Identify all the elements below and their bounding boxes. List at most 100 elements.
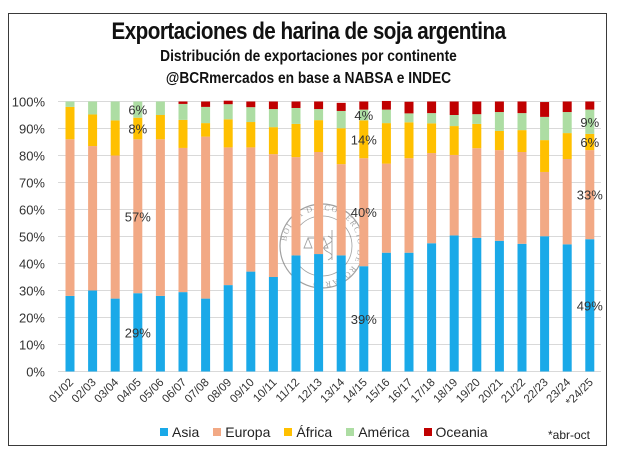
bar-segment-oceania xyxy=(494,101,504,113)
bar-segment-oceania xyxy=(359,101,369,110)
footnote: *abr-oct xyxy=(548,428,591,442)
y-tick-label: 10% xyxy=(19,338,45,353)
y-tick-label: 50% xyxy=(19,230,45,245)
bar-segment-asia xyxy=(155,295,165,372)
bar-segment-oceania xyxy=(517,101,527,114)
y-tick-label: 0% xyxy=(26,365,45,380)
bar-segment-africa xyxy=(201,123,211,137)
x-tick-label: 14/15 xyxy=(341,377,370,406)
x-tick-label: 19/20 xyxy=(454,377,483,406)
bar-segment-oceania xyxy=(291,101,301,108)
gridlines xyxy=(58,101,601,372)
x-tick-label: 04/05 xyxy=(115,377,144,406)
data-label: 9% xyxy=(580,115,599,130)
data-label: 33% xyxy=(577,188,603,203)
bar-segment-america xyxy=(246,107,256,123)
data-label: 57% xyxy=(125,209,151,224)
legend-swatch xyxy=(213,428,222,436)
bar-segment-africa xyxy=(427,123,437,154)
bar-segment-asia xyxy=(223,285,233,372)
bar-segment-europa xyxy=(314,151,324,255)
x-tick-label: 21/22 xyxy=(499,377,528,406)
legend-swatch xyxy=(160,428,168,436)
bar-segment-america xyxy=(449,115,459,127)
bar-segment-america xyxy=(201,106,211,124)
data-label: 40% xyxy=(351,205,377,220)
x-tick-label: 02/03 xyxy=(70,377,99,406)
y-tick-label: 70% xyxy=(19,176,45,191)
x-tick-label: 16/17 xyxy=(386,377,415,406)
legend: Asia Europa África América Oceania xyxy=(160,424,488,440)
legend-swatch xyxy=(346,428,355,436)
bar-segment-asia xyxy=(314,254,324,372)
data-label: 6% xyxy=(580,135,599,150)
bar-segment-asia xyxy=(291,255,301,372)
bar-segment-africa xyxy=(110,120,120,156)
bar-segment-europa xyxy=(472,148,482,238)
bar-segment-asia xyxy=(404,252,414,372)
bar-segment-asia xyxy=(517,243,527,372)
y-tick-label: 60% xyxy=(19,203,45,218)
caduceus-icon xyxy=(323,230,333,261)
bar-segment-africa xyxy=(291,123,301,158)
bar-segment-oceania xyxy=(585,101,595,110)
chart-title: Exportaciones de harina de soja argentin… xyxy=(111,18,506,45)
bar-segment-america xyxy=(562,112,572,134)
bar-segment-america xyxy=(404,113,414,123)
bar-segment-asia xyxy=(246,271,256,372)
legend-item: Asia xyxy=(160,424,199,440)
bar-segment-america xyxy=(427,113,437,124)
bar-segment-america xyxy=(178,103,188,120)
x-tick-label: 17/18 xyxy=(409,377,438,406)
bar-segment-oceania xyxy=(472,101,482,115)
bar-segment-europa xyxy=(449,154,459,236)
bar-segment-asia xyxy=(359,266,369,372)
data-label: 39% xyxy=(351,312,377,327)
data-label: 14% xyxy=(351,132,377,147)
bar-segment-america xyxy=(133,101,143,118)
chart-subtitle: Distribución de exportaciones por contin… xyxy=(160,48,457,65)
bar-segment-oceania xyxy=(268,101,278,110)
bar-segment-europa xyxy=(291,157,301,256)
bar-segment-asia xyxy=(178,292,188,372)
bar-segment-africa xyxy=(517,130,527,152)
bar-segment-africa xyxy=(449,126,459,155)
bar-segment-asia xyxy=(88,290,98,372)
data-labels: 29% 57% 8% 6% 39% 40% 14% 4% 49% 33% 6% 9% xyxy=(125,103,603,341)
bar-segment-africa xyxy=(65,106,75,140)
bar-segment-america xyxy=(494,112,504,131)
bar-segment-africa xyxy=(404,122,414,159)
bar-segment-africa xyxy=(562,133,572,160)
legend-item: Europa xyxy=(213,424,270,440)
bar-segment-africa xyxy=(178,119,188,148)
bar-segment-america xyxy=(268,109,278,128)
x-tick-label: 22/23 xyxy=(522,377,551,406)
bar-segment-africa xyxy=(246,122,256,148)
data-label: 4% xyxy=(354,108,373,123)
x-tick-label: 20/21 xyxy=(477,377,506,406)
x-tick-label: 10/11 xyxy=(251,377,279,405)
legend-item: África xyxy=(284,424,332,440)
x-tick-label: 18/19 xyxy=(431,377,460,406)
bar-segment-america xyxy=(585,109,595,134)
bar-segment-asia xyxy=(427,243,437,372)
legend-item: Oceania xyxy=(423,424,488,440)
bar-segment-africa xyxy=(155,115,165,140)
y-tick-label: 100% xyxy=(12,95,46,110)
bar-segment-europa xyxy=(155,139,165,296)
bar-segment-africa xyxy=(359,120,369,159)
bar-segment-america xyxy=(155,101,165,115)
bar-segment-africa xyxy=(314,120,324,152)
bar-segment-europa xyxy=(585,150,595,240)
y-axis: 0% 10% 20% 30% 40% 50% 60% 70% 80% 90% 100% xyxy=(12,95,46,380)
bar-segment-africa xyxy=(585,133,595,151)
y-tick-label: 40% xyxy=(19,257,45,272)
bar-segment-europa xyxy=(427,153,437,244)
chart-source: @BCRmercados en base a NABSA e INDEC xyxy=(165,70,452,87)
bar-segment-america xyxy=(65,101,75,107)
x-tick-label: 05/06 xyxy=(138,377,167,406)
bar-segment-asia xyxy=(336,255,346,372)
bar-segment-asia xyxy=(65,295,75,372)
bar-segment-asia xyxy=(268,277,278,372)
